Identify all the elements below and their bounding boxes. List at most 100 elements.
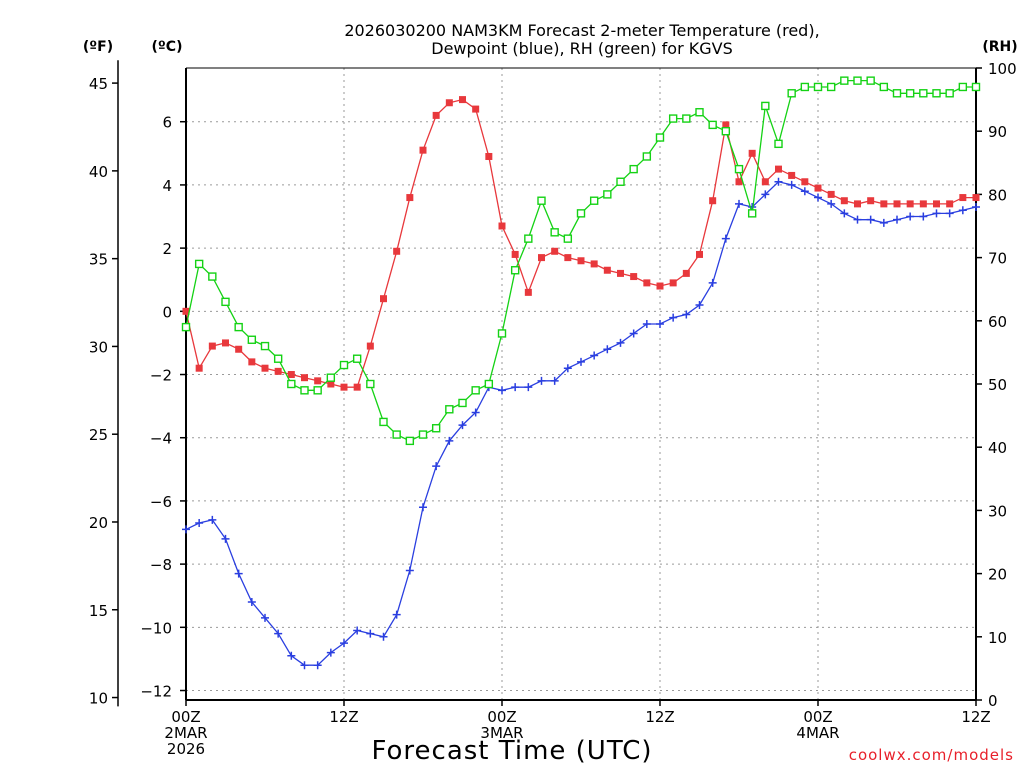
series-0-point-31 xyxy=(590,260,598,268)
series-0-point-49 xyxy=(827,190,835,198)
series-0-point-12 xyxy=(340,383,348,391)
series-2-point-45 xyxy=(774,139,783,149)
series-2-point-37 xyxy=(668,114,678,123)
f-tick-label-35: 35 xyxy=(89,251,108,269)
series-0-point-29 xyxy=(564,254,572,262)
series-1-point-35 xyxy=(642,319,651,328)
series-2-point-51 xyxy=(853,76,862,85)
f-tick-label-20: 20 xyxy=(89,514,108,532)
series-2-point-57 xyxy=(932,89,941,98)
series-0-point-0 xyxy=(182,307,190,315)
series-2-point-33 xyxy=(616,177,625,186)
series-2-point-36 xyxy=(655,133,665,142)
series-1-point-13 xyxy=(353,626,362,635)
series-2-point-3 xyxy=(221,297,230,307)
series-0-point-32 xyxy=(603,266,611,274)
series-1-point-30 xyxy=(577,357,585,366)
series-1-point-48 xyxy=(814,193,822,202)
series-1-point-19 xyxy=(432,462,441,471)
series-0-point-26 xyxy=(524,288,532,296)
series-2-point-15 xyxy=(379,417,388,427)
series-2-point-13 xyxy=(352,354,362,363)
series-0-point-3 xyxy=(222,339,229,347)
series-2-point-5 xyxy=(247,335,257,344)
series-0-point-44 xyxy=(761,178,769,186)
c-tick-label-6: 6 xyxy=(162,114,172,132)
series-0-point-33 xyxy=(617,269,624,277)
series-0-point-53 xyxy=(880,200,888,208)
series-1-point-9 xyxy=(300,661,309,670)
c-tick-label--6: −6 xyxy=(150,493,172,511)
series-0-point-13 xyxy=(353,383,361,391)
series-1-point-17 xyxy=(405,566,414,575)
series-0-point-4 xyxy=(235,345,243,353)
series-0-point-50 xyxy=(840,197,848,205)
series-0-point-42 xyxy=(735,178,743,186)
series-1-point-7 xyxy=(274,629,283,638)
series-1-point-0 xyxy=(182,525,190,534)
c-tick-label--10: −10 xyxy=(140,619,172,637)
series-2-point-46 xyxy=(787,89,796,98)
series-2-point-23 xyxy=(484,379,494,389)
series-2-point-53 xyxy=(879,82,889,92)
x-tick-label-1-0: 12Z xyxy=(329,708,358,726)
rh-tick-label-50: 50 xyxy=(988,376,1007,394)
rh-tick-label-60: 60 xyxy=(988,313,1007,331)
series-2-point-31 xyxy=(589,196,599,205)
series-0-point-27 xyxy=(538,254,545,262)
series-1-point-3 xyxy=(221,534,230,543)
series-1-point-10 xyxy=(313,661,322,670)
series-2-point-11 xyxy=(326,373,336,382)
series-0-point-2 xyxy=(208,342,216,350)
series-2-point-2 xyxy=(208,272,217,281)
series-1-point-51 xyxy=(853,215,862,224)
series-2-point-8 xyxy=(287,379,296,389)
series-1-point-24 xyxy=(498,386,506,395)
series-1-point-12 xyxy=(340,639,348,648)
series-0-point-47 xyxy=(801,178,809,186)
series-0-point-16 xyxy=(393,247,401,255)
series-2-point-18 xyxy=(418,430,428,439)
series-1-point-56 xyxy=(919,212,928,221)
series-2-point-0 xyxy=(181,322,191,332)
series-1-point-33 xyxy=(616,338,625,347)
series-1-point-59 xyxy=(958,206,967,215)
series-0-point-37 xyxy=(669,279,677,287)
series-0-point-28 xyxy=(551,247,559,255)
series-0-point-35 xyxy=(643,279,651,287)
series-2-point-28 xyxy=(550,228,559,237)
x-tick-label-5-0: 12Z xyxy=(961,708,990,726)
series-line-1 xyxy=(185,181,977,666)
series-0-point-34 xyxy=(630,273,638,281)
series-1-point-53 xyxy=(879,218,888,227)
series-1-point-5 xyxy=(247,598,256,607)
series-2-point-43 xyxy=(747,209,757,218)
series-line-0 xyxy=(185,98,976,388)
series-0-point-21 xyxy=(459,96,466,104)
f-tick-label-30: 30 xyxy=(89,338,108,356)
series-1-point-28 xyxy=(550,376,559,385)
series-2-point-38 xyxy=(682,114,691,123)
series-0-point-55 xyxy=(906,200,914,208)
series-0-point-59 xyxy=(959,194,967,202)
axes: 1015202530354045−12−10−8−6−4−20246010203… xyxy=(89,60,1017,758)
series-1-point-22 xyxy=(471,408,480,417)
rh-tick-label-100: 100 xyxy=(988,60,1017,78)
x-axis-title: Forecast Time (UTC) xyxy=(371,736,652,766)
series-0-point-15 xyxy=(380,295,387,303)
c-tick-label--12: −12 xyxy=(140,683,172,701)
series-2-point-41 xyxy=(721,126,731,136)
rh-tick-label-90: 90 xyxy=(988,123,1007,141)
series-2-point-58 xyxy=(945,89,954,98)
x-tick-label-2-1: 3MAR xyxy=(480,724,523,742)
series-0-point-52 xyxy=(867,197,875,205)
series-0-point-57 xyxy=(933,200,940,208)
x-tick-label-0-1: 2MAR xyxy=(164,724,207,742)
series-2-point-59 xyxy=(958,82,968,92)
series-1-point-54 xyxy=(893,215,901,224)
series-1-point-50 xyxy=(840,209,849,218)
series-2-point-42 xyxy=(734,164,744,174)
credit-text: coolwx.com/models xyxy=(849,746,1014,764)
series-0-point-6 xyxy=(261,364,269,372)
